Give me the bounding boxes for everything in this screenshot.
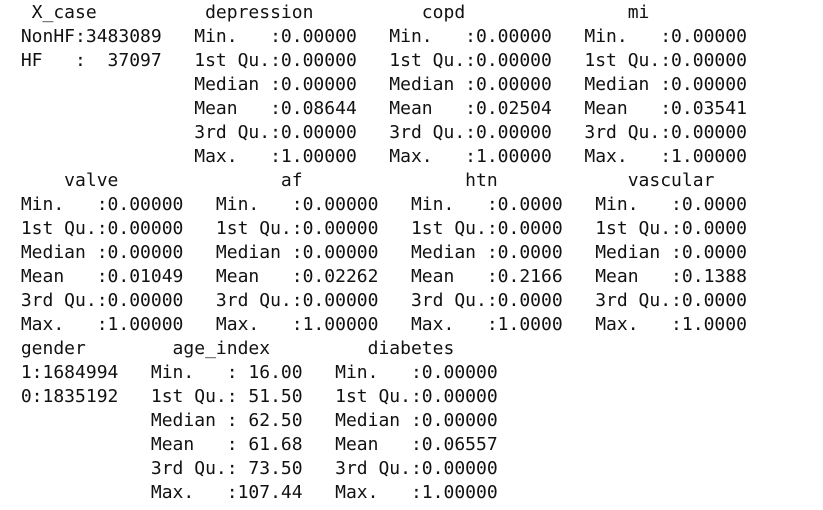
console-line: Median :0.00000 Median :0.00000 Median :…: [10, 242, 769, 263]
console-line: 1:1684994 Min. : 16.00 Min. :0.00000: [10, 362, 520, 383]
console-line: 3rd Qu.:0.00000 3rd Qu.:0.00000 3rd Qu.:…: [10, 290, 769, 311]
console-line: 3rd Qu.: 73.50 3rd Qu.:0.00000: [10, 458, 520, 479]
console-output: X_case depression copd mi NonHF:3483089 …: [10, 1, 823, 509]
console-line: 1st Qu.:0.00000 1st Qu.:0.00000 1st Qu.:…: [10, 218, 769, 239]
console-line: Mean : 61.68 Mean :0.06557: [10, 434, 520, 455]
console-line: X_case depression copd mi: [10, 2, 737, 23]
console-line: Median : 62.50 Median :0.00000: [10, 410, 520, 431]
console-line: HF : 37097 1st Qu.:0.00000 1st Qu.:0.000…: [10, 50, 769, 71]
console-line: valve af htn vascular: [10, 170, 758, 191]
console-line: Mean :0.01049 Mean :0.02262 Mean :0.2166…: [10, 266, 769, 287]
console-line: gender age_index diabetes: [10, 338, 520, 359]
console-line: Median :0.00000 Median :0.00000 Median :…: [10, 74, 769, 95]
console-line: 0:1835192 1st Qu.: 51.50 1st Qu.:0.00000: [10, 386, 520, 407]
console-line: NonHF:3483089 Min. :0.00000 Min. :0.0000…: [10, 26, 769, 47]
console-line: Max. :1.00000 Max. :1.00000 Max. :1.0000…: [10, 314, 769, 335]
console-line: 3rd Qu.:0.00000 3rd Qu.:0.00000 3rd Qu.:…: [10, 122, 769, 143]
console-line: Min. :0.00000 Min. :0.00000 Min. :0.0000…: [10, 194, 769, 215]
console-line: Mean :0.08644 Mean :0.02504 Mean :0.0354…: [10, 98, 769, 119]
console-line: Max. :1.00000 Max. :1.00000 Max. :1.0000…: [10, 146, 769, 167]
console-line: Max. :107.44 Max. :1.00000: [10, 482, 520, 503]
